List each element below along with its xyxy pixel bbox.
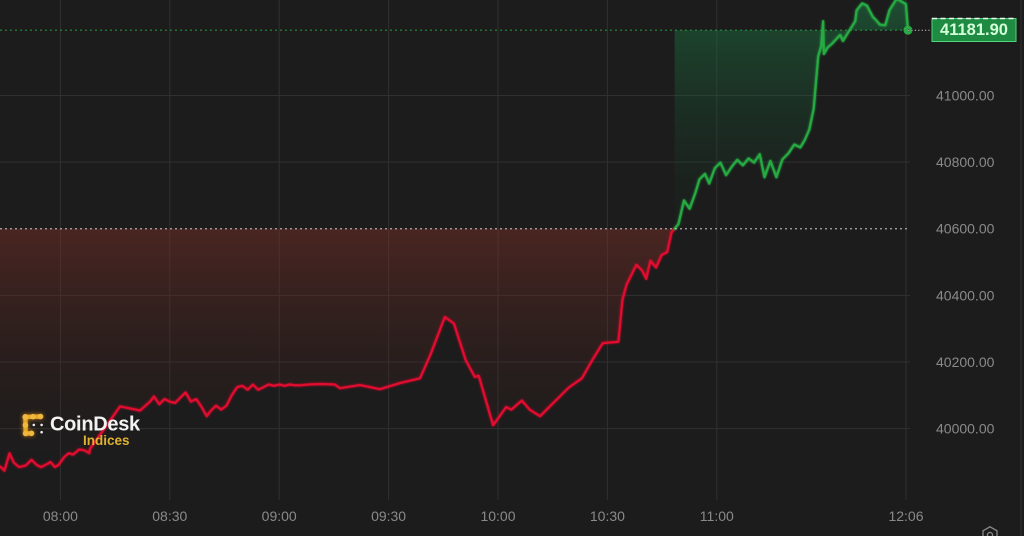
svg-text:40000.00: 40000.00 <box>936 421 995 437</box>
svg-text:40600.00: 40600.00 <box>936 221 995 237</box>
svg-text:10:30: 10:30 <box>590 508 625 524</box>
svg-text:40400.00: 40400.00 <box>936 287 995 303</box>
svg-text:40200.00: 40200.00 <box>936 354 995 370</box>
svg-text:10:00: 10:00 <box>480 508 515 524</box>
svg-text:Indices: Indices <box>83 433 130 448</box>
svg-text:11:00: 11:00 <box>700 508 734 524</box>
svg-text:41000.00: 41000.00 <box>936 88 995 104</box>
svg-text:09:30: 09:30 <box>371 508 406 524</box>
svg-text:41181.90: 41181.90 <box>940 21 1008 39</box>
svg-text:12:06: 12:06 <box>888 508 923 524</box>
svg-text:40800.00: 40800.00 <box>936 154 995 170</box>
svg-text:08:30: 08:30 <box>152 508 187 524</box>
svg-text:08:00: 08:00 <box>43 508 78 524</box>
svg-text:09:00: 09:00 <box>262 508 297 524</box>
